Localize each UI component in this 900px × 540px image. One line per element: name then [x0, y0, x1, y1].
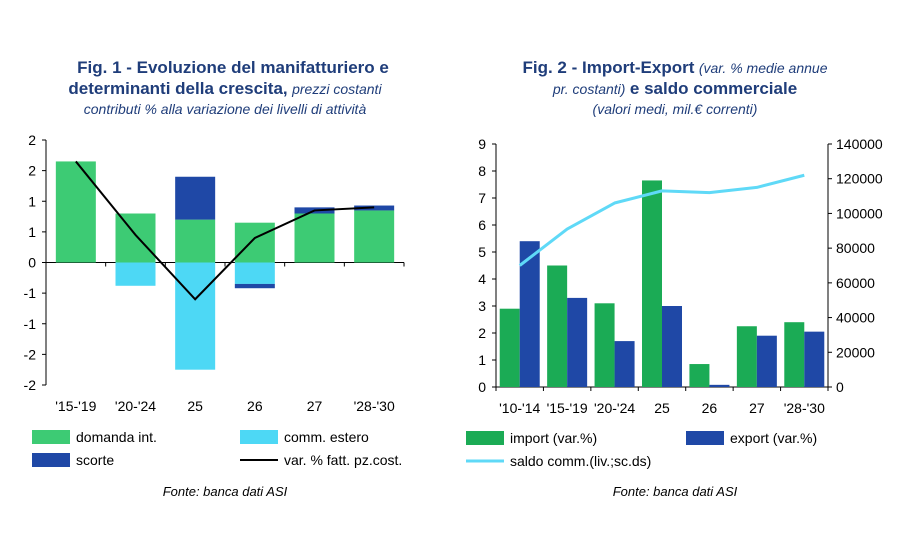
- fig1-y-tick-label: 1: [28, 224, 36, 240]
- fig2-bar-export: [804, 331, 825, 387]
- fig1-bar-segment: [55, 161, 96, 263]
- fig2-category-label: '28-'30: [784, 400, 825, 416]
- fig2-legend-label: saldo comm.(liv.;sc.ds): [510, 453, 651, 469]
- fig2-bar-import: [547, 265, 568, 387]
- fig2-title-bold-1: Fig. 2 - Import-Export: [522, 58, 695, 77]
- fig2-bar-import: [784, 322, 805, 387]
- fig1-bar-segment: [115, 262, 156, 286]
- fig2-category-label: 27: [749, 400, 765, 416]
- fig2-y-tick-label-left: 7: [478, 190, 486, 206]
- fig2-y-tick-label-right: 80000: [836, 240, 875, 256]
- fig2-category-label: 26: [702, 400, 718, 416]
- fig1-title-line-2: determinanti della crescita, prezzi cost…: [0, 78, 450, 101]
- fig2-bar-import: [499, 308, 520, 387]
- figure-1: Fig. 1 - Evoluzione del manifatturiero e…: [0, 58, 450, 499]
- fig1-bar-segment: [354, 210, 395, 263]
- fig1-title-bold-2: determinanti della crescita,: [68, 79, 288, 98]
- fig2-y-tick-label-left: 3: [478, 298, 486, 314]
- fig2-bar-export: [756, 335, 777, 387]
- fig2-y-tick-label-left: 6: [478, 217, 486, 233]
- fig1-bar-segment: [175, 176, 216, 220]
- fig1-category-label: '20-'24: [115, 398, 156, 414]
- fig2-legend-label: export (var.%): [730, 430, 817, 446]
- fig1-y-tick-label: -2: [24, 377, 37, 393]
- fig2-category-label: '15-'19: [547, 400, 588, 416]
- fig1-legend-swatch: [240, 430, 278, 444]
- fig2-y-tick-label-left: 1: [478, 352, 486, 368]
- fig2-legend-swatch: [466, 431, 504, 445]
- fig2-legend-label: import (var.%): [510, 430, 597, 446]
- fig2-y-tick-label-left: 5: [478, 244, 486, 260]
- fig2-bar-import: [736, 326, 757, 387]
- fig1-title-line-3: contributi % alla variazione dei livelli…: [83, 101, 367, 117]
- fig1-category-label: '28-'30: [354, 398, 395, 414]
- fig2-title-line-3: (valori medi, mil.€ correnti): [592, 101, 758, 117]
- fig2-y-tick-label-left: 0: [478, 379, 486, 395]
- fig1-bar-segment: [175, 219, 216, 263]
- fig2-y-tick-label-left: 2: [478, 325, 486, 341]
- fig2-y-tick-label-left: 9: [478, 136, 486, 152]
- fig1-bar-segment: [234, 222, 275, 263]
- fig2-y-tick-label-right: 40000: [836, 310, 875, 326]
- fig1-bar-segment: [175, 262, 216, 370]
- fig1-category-label: 27: [307, 398, 323, 414]
- fig2-y-tick-label-right: 140000: [836, 136, 883, 152]
- fig1-y-tick-label: -2: [24, 346, 37, 362]
- fig1-legend-swatch: [32, 453, 70, 467]
- fig1-title: Fig. 1 - Evoluzione del manifatturiero e…: [0, 58, 450, 117]
- fig1-source: Fonte: banca dati ASI: [162, 484, 288, 499]
- fig2-chart: 0 1 2 3 4 5 6 7 8 9 0 20000 40000 60000 80000 100000 120…: [466, 136, 883, 469]
- fig2-y-tick-label-left: 4: [478, 271, 486, 287]
- fig2-category-label: '10-'14: [499, 400, 540, 416]
- fig1-title-line-1: Fig. 1 - Evoluzione del manifatturiero e: [77, 58, 389, 77]
- fig1-y-tick-label: 1: [28, 193, 36, 209]
- fig1-bar-segment: [234, 283, 275, 289]
- fig2-y-tick-label-right: 100000: [836, 205, 883, 221]
- fig2-bar-export: [662, 306, 682, 387]
- fig1-y-tick-label: 2: [28, 132, 36, 148]
- fig2-bar-export: [519, 241, 540, 387]
- fig2-bar-import: [594, 303, 615, 387]
- fig1-category-label: '15-'19: [55, 398, 96, 414]
- fig2-title-line-1: Fig. 2 - Import-Export (var. % medie ann…: [450, 58, 900, 78]
- fig2-category-label: '20-'24: [594, 400, 635, 416]
- fig2-y-tick-label-right: 20000: [836, 344, 875, 360]
- figure-2: Fig. 2 - Import-Export (var. % medie ann…: [450, 0, 900, 540]
- fig1-bar-segment: [115, 213, 156, 263]
- fig2-y-tick-label-right: 0: [836, 379, 844, 395]
- fig1-category-label: 26: [247, 398, 263, 414]
- fig2-title-line-2: pr. costanti) e saldo commerciale: [450, 78, 900, 101]
- fig2-series-line: [518, 173, 805, 267]
- fig2-y-tick-label-right: 120000: [836, 171, 883, 187]
- fig1-legend-label: var. % fatt. pz.cost.: [284, 452, 402, 468]
- fig1-legend-label: domanda int.: [76, 429, 157, 445]
- fig2-title-italic-1: (var. % medie annue: [698, 60, 828, 76]
- fig1-bar-segment: [294, 213, 335, 263]
- fig1-y-tick-label: -1: [24, 316, 37, 332]
- fig2-y-tick-label-right: 60000: [836, 275, 875, 291]
- fig1-title-italic-2: prezzi costanti: [292, 81, 382, 97]
- fig2-title: Fig. 2 - Import-Export (var. % medie ann…: [450, 58, 900, 117]
- fig1-legend-swatch: [32, 430, 70, 444]
- fig2-bar-export: [614, 341, 635, 387]
- fig2-source: Fonte: banca dati ASI: [612, 484, 738, 499]
- fig1-bar-segment: [234, 262, 275, 284]
- fig2-legend-swatch: [686, 431, 724, 445]
- fig1-chart: 2 2 1 1 0 -1 -1 -2 -2 '15-'19 '20-'24 25 26 27 '28-'30…: [24, 132, 405, 468]
- fig2-title-italic-2: pr. costanti): [552, 81, 626, 97]
- fig1-legend-label: comm. estero: [284, 429, 369, 445]
- fig1-y-tick-label: 0: [28, 255, 36, 271]
- fig1-y-tick-label: 2: [28, 163, 36, 179]
- fig2-title-bold-2: e saldo commerciale: [629, 79, 798, 98]
- fig2-y-tick-label-left: 8: [478, 163, 486, 179]
- fig2-bar-import: [642, 180, 662, 387]
- fig2-bar-export: [709, 384, 730, 387]
- fig1-legend-label: scorte: [76, 452, 114, 468]
- fig2-category-label: 25: [654, 400, 670, 416]
- fig1-series-line: [75, 160, 375, 301]
- fig1-y-tick-label: -1: [24, 285, 37, 301]
- fig2-bar-import: [689, 364, 710, 387]
- fig1-category-label: 25: [187, 398, 203, 414]
- fig2-bar-export: [567, 297, 588, 387]
